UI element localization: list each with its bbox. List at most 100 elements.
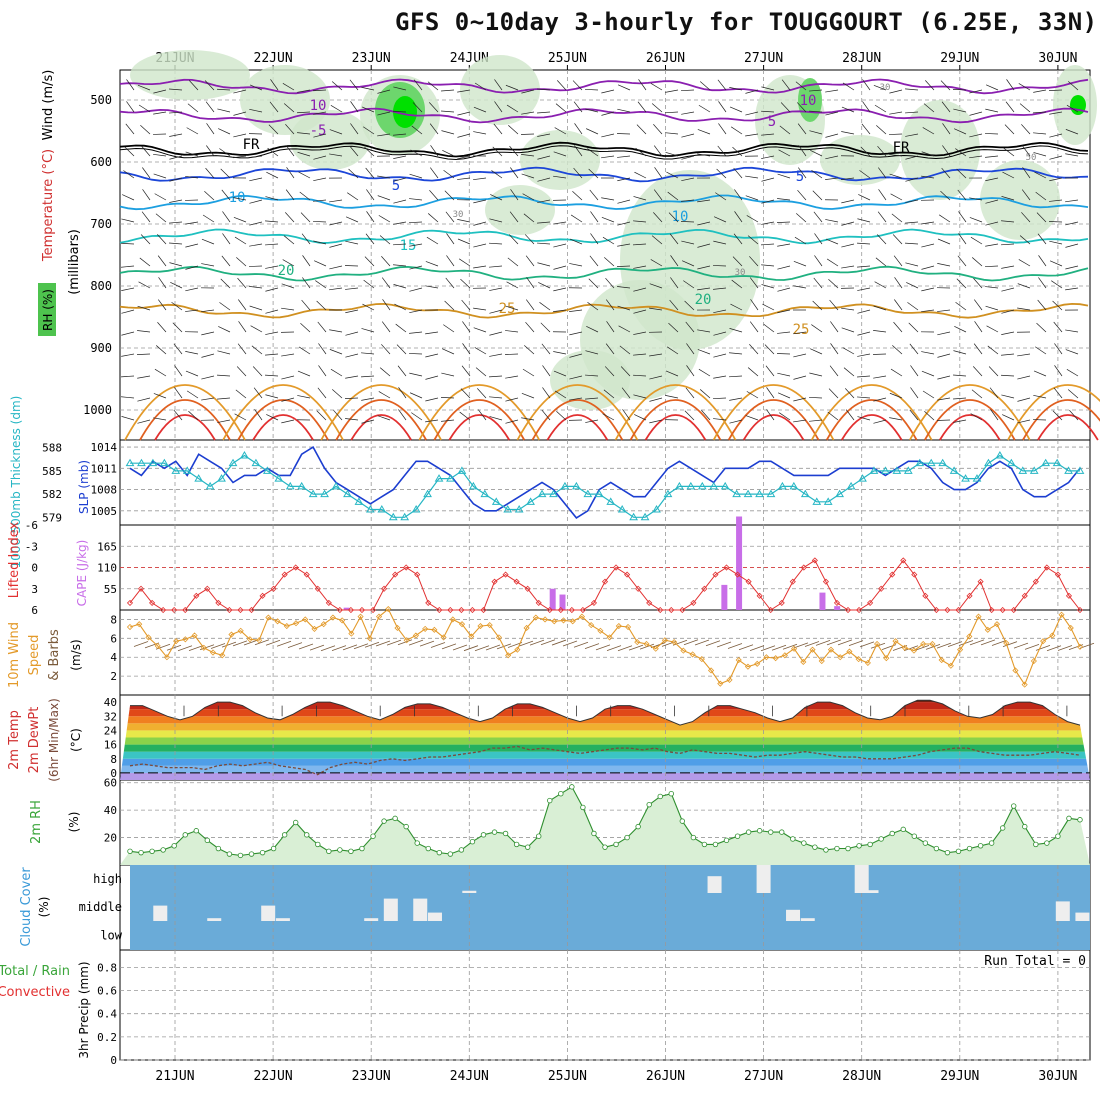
lifted-index-tick: -3 — [25, 540, 38, 553]
panel-frame-pressure — [119, 439, 1091, 526]
wind-barb — [985, 177, 999, 182]
wind-barb — [1002, 414, 1015, 421]
wind-barb — [987, 345, 999, 355]
wind-barb — [525, 255, 535, 267]
wind-barb — [681, 199, 695, 202]
wind-barb — [510, 167, 519, 179]
lifted-index-point — [922, 592, 929, 599]
wind-barb — [595, 644, 611, 651]
isotherm-arc — [531, 399, 624, 441]
wind-barb — [507, 257, 519, 267]
rh-point — [966, 845, 973, 852]
wind-barb — [729, 375, 743, 378]
wind-speed-point — [560, 617, 567, 624]
wind-barb — [489, 353, 503, 357]
wind-barb — [957, 255, 967, 267]
wind-barb — [253, 387, 263, 399]
wind-barb — [665, 152, 679, 157]
date-label-bottom: 25JUN — [548, 1069, 587, 1084]
wind-barb — [1021, 124, 1031, 135]
wind-barb — [1053, 387, 1063, 399]
wind-barb — [188, 645, 204, 651]
isotherm-arc — [712, 384, 835, 441]
cloud-background — [130, 865, 1090, 950]
wind-barb — [137, 305, 151, 311]
cloud-bar-middle — [153, 905, 168, 921]
thickness-point — [125, 458, 135, 467]
chart-title: GFS 0~10day 3-hourly for TOUGGOURT (6.25… — [395, 8, 1098, 36]
rh-point — [226, 851, 233, 857]
wind-barb — [169, 199, 183, 203]
wind-barb — [713, 216, 727, 223]
wind-barb — [282, 82, 295, 91]
wind-barb — [685, 321, 695, 333]
wind-barb — [202, 214, 215, 223]
wind-barb — [312, 220, 327, 223]
cloud-level-label-high: high — [93, 872, 122, 886]
lifted-index-point — [778, 599, 785, 606]
wind-barb — [745, 195, 759, 201]
lifted-index-point — [314, 585, 321, 592]
wind-barb — [205, 167, 215, 179]
wind-barb — [169, 177, 183, 182]
wind-barb — [649, 353, 663, 357]
wind-barb — [249, 108, 263, 113]
wind-barb — [683, 639, 699, 646]
precip-tick: 0.6 — [97, 985, 117, 998]
wind-barb — [457, 238, 471, 245]
wind-speed-point — [763, 654, 770, 661]
wind-barb — [590, 233, 599, 245]
wind-barb — [206, 145, 215, 157]
wind-barb — [489, 331, 503, 336]
wind-barb — [206, 123, 215, 135]
wind-barb — [727, 643, 743, 649]
rh-point — [867, 841, 873, 848]
wind-barb — [601, 197, 615, 201]
wind-barb — [633, 243, 647, 246]
wind-barb — [905, 155, 919, 160]
wind-barb — [185, 221, 199, 225]
wind-barb — [793, 419, 807, 423]
thickness-point — [434, 474, 444, 482]
lifted-index-point — [403, 564, 410, 571]
wind-barb — [794, 236, 807, 245]
wind-barb — [793, 331, 807, 335]
wind-barb — [1069, 410, 1079, 421]
wind-barb — [650, 83, 663, 91]
wind-barb — [1034, 171, 1047, 179]
thickness-point — [594, 489, 604, 498]
wind-speed-point — [163, 654, 170, 661]
lifted-index-point — [270, 585, 277, 592]
wind-barb — [670, 255, 679, 267]
lifted-index-point — [701, 585, 708, 592]
thickness-point — [365, 505, 375, 513]
wind-barb — [574, 123, 583, 135]
wind-barb — [903, 645, 919, 652]
wind-barb — [301, 299, 311, 311]
rh-point — [558, 791, 564, 797]
wind-barb — [142, 189, 151, 201]
wind-barb — [409, 331, 423, 334]
temp-band — [120, 716, 1090, 724]
wind-barb — [697, 153, 711, 157]
wind-barb — [825, 219, 839, 223]
wind-barb — [201, 331, 215, 336]
wind-barb — [553, 351, 567, 355]
isotherm-arc — [810, 384, 933, 441]
rh-point — [988, 840, 995, 846]
wind-barb — [473, 265, 487, 269]
wind-barb — [1017, 375, 1031, 380]
rh-shade — [460, 55, 540, 125]
wind-barb — [649, 283, 663, 289]
wind-barb — [457, 133, 471, 138]
wind-barb — [489, 242, 503, 245]
isotherm-arc — [433, 399, 526, 441]
wind-barb — [636, 124, 647, 135]
rh-point — [646, 801, 652, 808]
wind-barb — [825, 177, 839, 180]
temp-band — [120, 744, 1090, 752]
wind-barb — [873, 330, 887, 333]
isotherm-arc — [825, 399, 918, 441]
wind-barb — [970, 236, 983, 245]
wind-barb — [909, 409, 919, 421]
